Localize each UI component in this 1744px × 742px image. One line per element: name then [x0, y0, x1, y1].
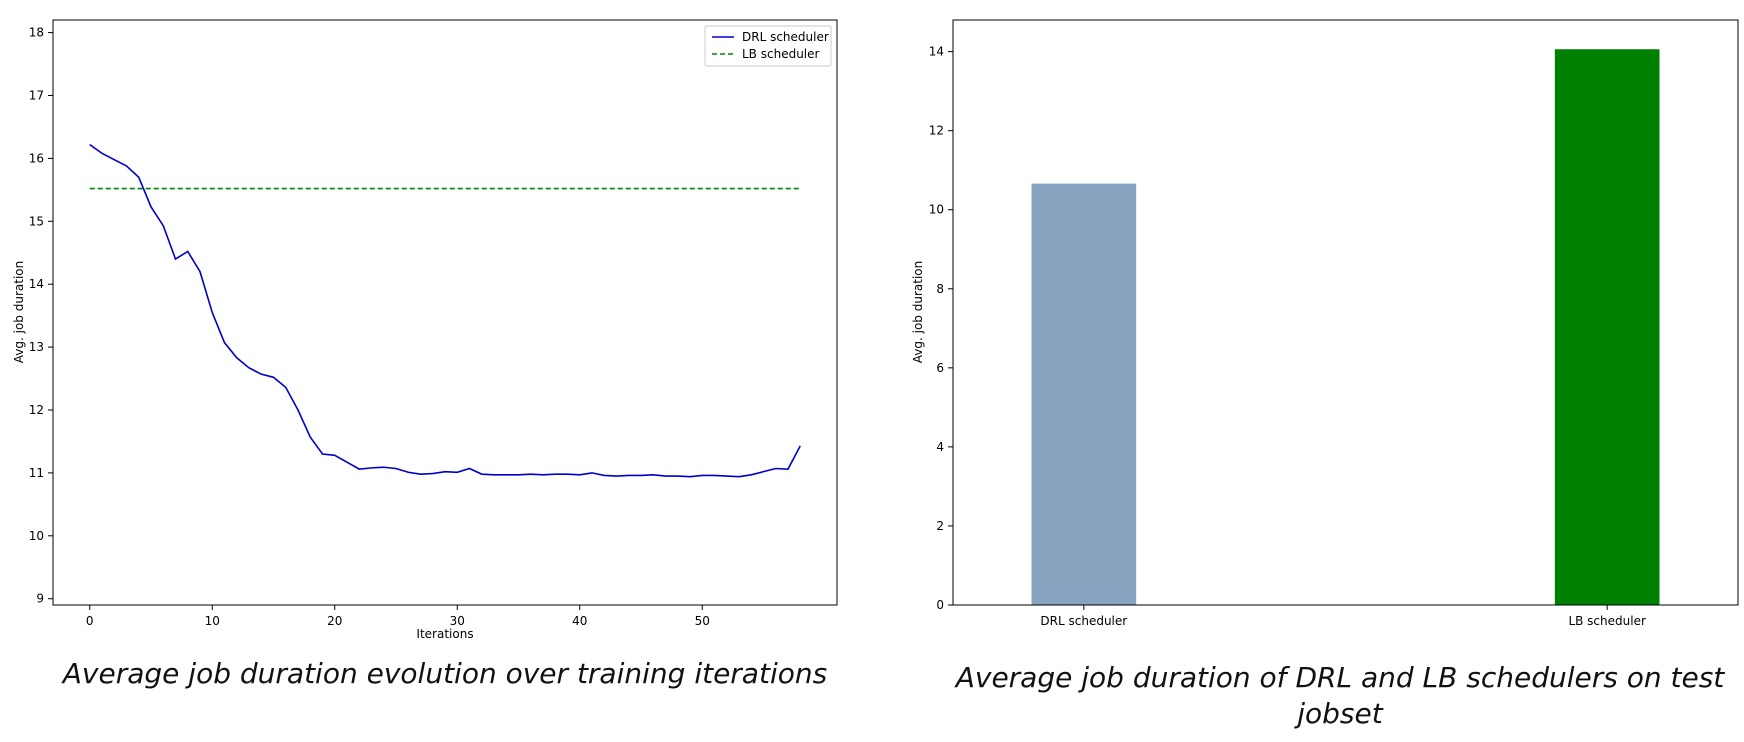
- bar-chart-y-axis-label: Avg. job duration: [911, 261, 925, 363]
- line-chart-x-ticks: 0 10 20 30 40 50: [86, 605, 710, 628]
- x-tick-label: 0: [86, 614, 94, 628]
- x-tick-label: LB scheduler: [1568, 614, 1646, 628]
- y-tick-label: 14: [929, 45, 944, 59]
- bar-chart-bars: [1031, 49, 1660, 605]
- y-tick-label: 2: [936, 519, 944, 533]
- line-chart-y-axis-label: Avg. job duration: [12, 261, 26, 363]
- y-tick-label: 12: [929, 124, 944, 138]
- x-tick-label: DRL scheduler: [1040, 614, 1127, 628]
- bar-lb-scheduler: [1554, 49, 1660, 605]
- line-chart-x-axis-label: Iterations: [416, 627, 473, 641]
- x-tick-label: 10: [205, 614, 220, 628]
- y-tick-label: 8: [936, 282, 944, 296]
- x-tick-label: 20: [327, 614, 342, 628]
- legend-label-lb: LB scheduler: [742, 47, 820, 61]
- bar-chart: 0 2 4 6 8 10 12 14 DRL scheduler LB scheduler Av…: [911, 19, 1739, 628]
- line-chart-y-ticks: 9 10 11 12 13 14 15 16 17 18: [29, 26, 53, 606]
- y-tick-label: 10: [29, 529, 44, 543]
- bar-drl-scheduler: [1031, 183, 1137, 605]
- y-tick-label: 18: [29, 26, 44, 40]
- line-chart: 9 10 11 12 13 14 15 16 17 18 0 10 20 30 40 50 Iteratio…: [12, 19, 838, 641]
- bar-chart-x-ticks: DRL scheduler LB scheduler: [1040, 605, 1646, 628]
- caption-bar-chart: Average job duration of DRL and LB sched…: [955, 661, 1725, 730]
- y-tick-label: 4: [936, 440, 944, 454]
- caption-line-chart: Average job duration evolution over trai…: [62, 657, 828, 690]
- y-tick-label: 12: [29, 403, 44, 417]
- y-tick-label: 14: [29, 277, 44, 291]
- line-chart-legend: DRL scheduler LB scheduler: [704, 25, 832, 67]
- x-tick-label: 50: [695, 614, 710, 628]
- y-tick-label: 9: [36, 592, 44, 606]
- x-tick-label: 30: [450, 614, 465, 628]
- series-line-drl: [89, 143, 801, 478]
- y-tick-label: 15: [29, 214, 44, 228]
- bar-chart-plot-area: [952, 19, 1739, 606]
- line-chart-plot-area: [52, 19, 838, 606]
- y-tick-label: 11: [29, 466, 44, 480]
- y-tick-label: 13: [29, 340, 44, 354]
- y-tick-label: 10: [929, 203, 944, 217]
- bar-chart-y-ticks: 0 2 4 6 8 10 12 14: [929, 45, 953, 612]
- line-chart-series: [89, 143, 801, 478]
- y-tick-label: 17: [29, 88, 44, 102]
- y-tick-label: 16: [29, 151, 44, 165]
- legend-label-drl: DRL scheduler: [742, 30, 829, 44]
- y-tick-label: 6: [936, 361, 944, 375]
- y-tick-label: 0: [936, 598, 944, 612]
- legend-box: [704, 25, 832, 67]
- x-tick-label: 40: [572, 614, 587, 628]
